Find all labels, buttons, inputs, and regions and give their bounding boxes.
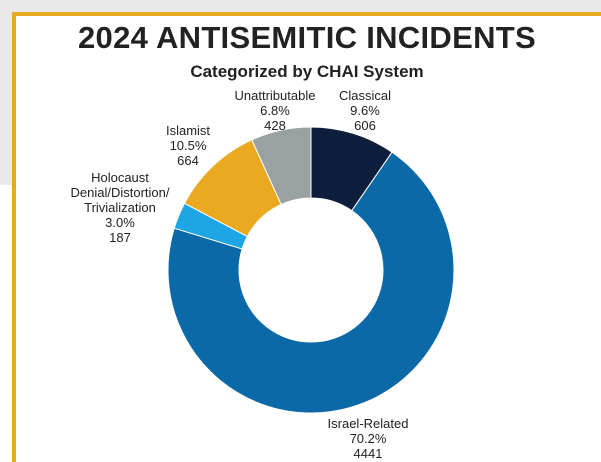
count-label: 664 (177, 153, 199, 168)
percent-label: 6.8% (260, 103, 290, 118)
donut-slice (167, 151, 455, 414)
slice-label: Islamist 10.5% 664 (118, 123, 258, 168)
donut-slice (251, 126, 312, 206)
category-label: Classical (338, 88, 391, 103)
category-label: Holocaust Denial/Distortion/ Trivializat… (70, 170, 170, 215)
category-label: Israel-Related (327, 416, 409, 431)
count-label: 187 (109, 230, 131, 245)
slice-label: Unattributable 6.8% 428 (205, 88, 345, 133)
percent-label: 10.5% (169, 138, 207, 153)
percent-label: 9.6% (350, 103, 380, 118)
count-label: 606 (354, 118, 376, 133)
slice-label: Israel-Related 70.2% 4441 (298, 416, 438, 461)
slice-label: Holocaust Denial/Distortion/ Trivializat… (50, 170, 190, 245)
chart-subtitle: Categorized by CHAI System (190, 62, 424, 81)
category-label: Islamist (165, 123, 211, 138)
slice-label: Classical 9.6% 606 (295, 88, 435, 133)
category-label: Unattributable (234, 88, 316, 103)
count-label: 428 (264, 118, 286, 133)
chart-title: 2024 ANTISEMITIC INCIDENTS (78, 20, 536, 55)
percent-label: 70.2% (349, 431, 387, 446)
percent-label: 3.0% (105, 215, 135, 230)
